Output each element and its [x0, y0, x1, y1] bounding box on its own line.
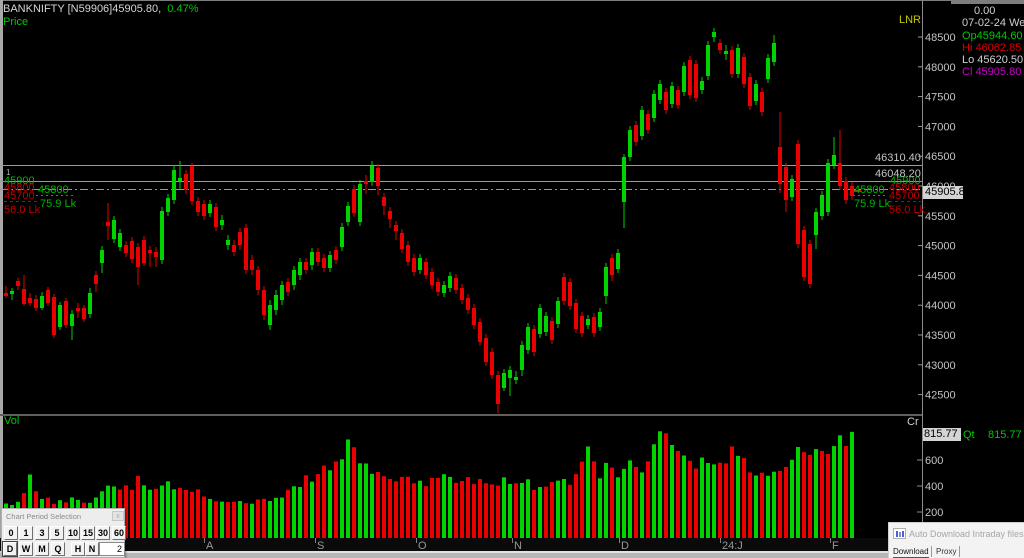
svg-text:48000: 48000 — [925, 62, 956, 74]
svg-text:44000: 44000 — [925, 300, 956, 312]
svg-text:O: O — [418, 540, 427, 552]
svg-text:43500: 43500 — [925, 330, 956, 342]
svg-text:46500: 46500 — [925, 151, 956, 163]
svg-text:45500: 45500 — [925, 211, 956, 223]
svg-text:600: 600 — [925, 455, 943, 467]
svg-text:43000: 43000 — [925, 360, 956, 372]
svg-text:A: A — [206, 540, 214, 552]
svg-text:D: D — [621, 540, 629, 552]
svg-text:45000: 45000 — [925, 241, 956, 253]
svg-text:42500: 42500 — [925, 390, 956, 402]
svg-text:N: N — [514, 540, 522, 552]
svg-text:200: 200 — [925, 507, 943, 519]
svg-text:24:J: 24:J — [722, 540, 743, 552]
svg-text:47500: 47500 — [925, 92, 956, 104]
svg-text:44500: 44500 — [925, 270, 956, 282]
svg-text:47000: 47000 — [925, 121, 956, 133]
svg-text:S: S — [317, 540, 324, 552]
svg-text:400: 400 — [925, 481, 943, 493]
svg-text:48500: 48500 — [925, 32, 956, 44]
svg-text:F: F — [832, 540, 839, 552]
